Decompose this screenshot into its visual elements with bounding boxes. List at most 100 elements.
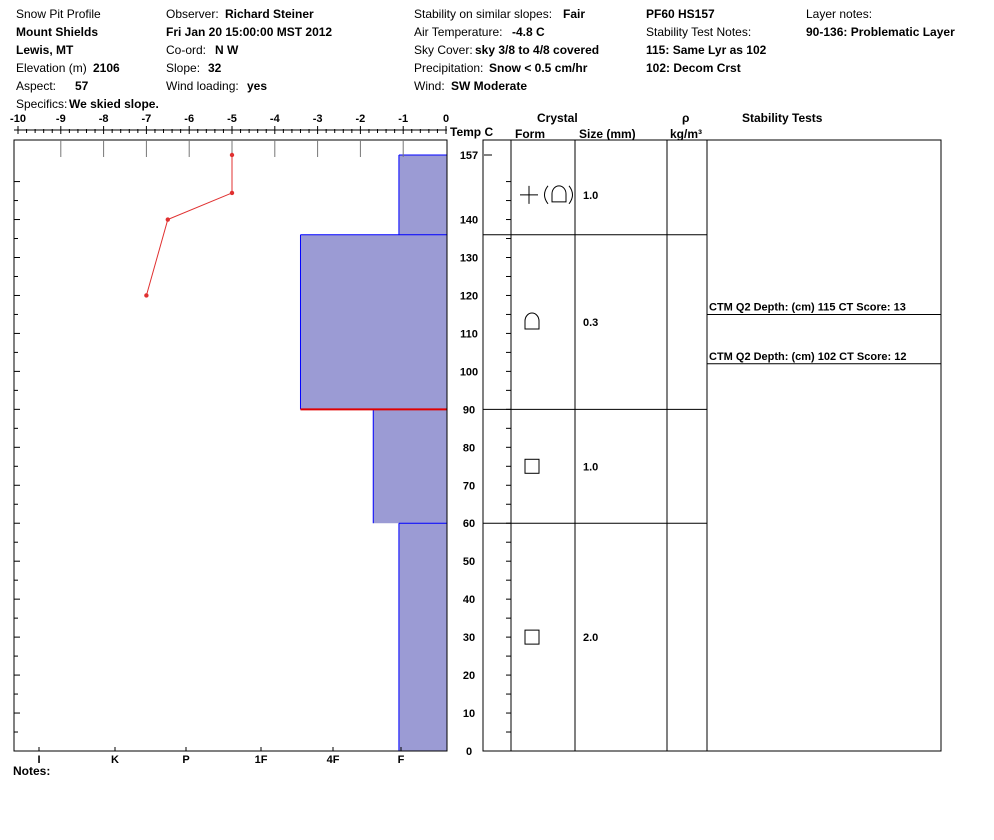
slope-label: Slope: (166, 61, 201, 75)
temperature-tick-label: 0 (443, 113, 449, 125)
height-tick-label: 157 (460, 150, 478, 162)
temperature-tick-label: -7 (142, 113, 152, 125)
crystal-form-facet-icon (524, 629, 540, 645)
height-tick-label: 80 (463, 442, 475, 454)
density-unit: kg/m³ (670, 127, 703, 141)
temperature-tick-label: -4 (270, 113, 281, 125)
specifics-value: We skied slope. (69, 97, 159, 111)
crystal-form-decomp-icon (544, 185, 549, 205)
aspect-label: Aspect: (16, 79, 57, 93)
height-tick-label: 0 (466, 746, 472, 758)
height-tick-label: 10 (463, 708, 475, 720)
stability-test-notes-label: Stability Test Notes: (646, 25, 752, 39)
coord-label: Co-ord: (166, 43, 207, 57)
table-frame (482, 139, 942, 752)
temperature-profile (144, 152, 235, 298)
observer-label: Observer: (166, 7, 219, 21)
hardness-tick-label: P (182, 754, 189, 766)
hardness-tick-label: K (111, 754, 119, 766)
layer-table: 1.0 0.3 1.0 2.0 CTM Q2 Depth: (cm) 115 CT Sc… (482, 139, 942, 752)
precipitation-label: Precipitation: (414, 61, 484, 75)
height-tick-label: 110 (460, 328, 478, 340)
wind-value: SW Moderate (451, 79, 528, 93)
region-name: Lewis, MT (16, 43, 74, 57)
sky-cover-label: Sky Cover: (414, 43, 473, 57)
wind-loading-label: Wind loading: (166, 79, 239, 93)
crystal-size-label: 2.0 (583, 632, 598, 644)
stability-test-note: 115: Same Lyr as 102 (646, 43, 767, 57)
temperature-tick-label: -5 (227, 113, 237, 125)
hardness-tick-label: 1F (255, 754, 268, 766)
plot-frame (13, 139, 448, 752)
hardness-tick-label: 4F (327, 754, 340, 766)
temperature-line (145, 155, 233, 296)
crystal-size-label: 1.0 (583, 190, 598, 202)
temperature-tick-label: -6 (184, 113, 194, 125)
axis-ticks: -10 -9 -8 -7 -6 -5 -4 -3 -2 -1 0010203040506070809… (10, 113, 511, 766)
temperature-tick-label: -8 (99, 113, 109, 125)
height-tick-label: 120 (460, 290, 478, 302)
specifics-label: Specifics: (16, 97, 68, 111)
height-tick-label: 40 (463, 594, 475, 606)
stability-test-label: CTM Q2 Depth: (cm) 102 CT Score: 12 (709, 351, 906, 363)
hardness-layer (300, 234, 447, 410)
observation-datetime: Fri Jan 20 15:00:00 MST 2012 (166, 25, 333, 39)
crystal-form-decomp-icon (551, 185, 567, 203)
notes-label: Notes: (13, 764, 51, 778)
crystal-form-facet-icon (524, 458, 540, 474)
height-tick-label: 60 (463, 518, 475, 530)
stability-tests-heading: Stability Tests (742, 111, 823, 125)
crystal-size-label: 1.0 (583, 461, 598, 473)
air-temp-label: Air Temperature: (414, 25, 503, 39)
stability-value: Fair (563, 7, 586, 21)
temperature-point (165, 217, 170, 222)
wind-label: Wind: (414, 79, 445, 93)
density-symbol: ρ (682, 111, 690, 125)
precipitation-value: Snow < 0.5 cm/hr (489, 61, 588, 75)
temperature-tick-label: -10 (10, 113, 26, 125)
crystal-form-round-icon (524, 312, 540, 330)
chart-frame (13, 139, 448, 752)
stability-label: Stability on similar slopes: (414, 7, 553, 21)
layer-notes-label: Layer notes: (806, 7, 873, 21)
height-tick-label: 140 (460, 215, 478, 227)
location-name: Mount Shields (16, 25, 98, 39)
hardness-layer (373, 409, 447, 524)
height-tick-label: 130 (460, 252, 478, 264)
hardness-layer (398, 523, 447, 751)
wind-loading-value: yes (247, 79, 268, 93)
hardness-tick-label: F (398, 754, 405, 766)
crystal-size-label: 0.3 (583, 317, 598, 329)
temperature-tick-label: -3 (313, 113, 323, 125)
temperature-tick-label: -9 (56, 113, 66, 125)
temperature-tick-label: -2 (356, 113, 366, 125)
temperature-tick-label: -1 (398, 113, 408, 125)
temperature-point (229, 152, 235, 158)
aspect-value: 57 (75, 79, 89, 93)
form-heading: Form (515, 127, 545, 141)
size-heading: Size (mm) (579, 127, 636, 141)
coord-value: N W (215, 43, 239, 57)
hardness-layers (299, 154, 447, 751)
air-temp-value: -4.8 C (512, 25, 545, 39)
hardness-tick-label: I (37, 754, 40, 766)
stability-test-label: CTM Q2 Depth: (cm) 115 CT Score: 13 (709, 301, 906, 313)
layer-note: 90-136: Problematic Layer (806, 25, 955, 39)
temp-axis-label: Temp C (450, 125, 494, 139)
slope-value: 32 (208, 61, 222, 75)
crystal-form-decomp-icon (568, 185, 573, 205)
sky-cover-value: sky 3/8 to 4/8 covered (475, 43, 600, 57)
height-tick-label: 20 (463, 670, 475, 682)
height-tick-label: 100 (460, 366, 478, 378)
crystal-heading: Crystal (537, 111, 578, 125)
stability-test-note: 102: Decom Crst (646, 61, 741, 75)
hardness-layer (398, 155, 447, 235)
height-tick-label: 30 (463, 632, 475, 644)
height-tick-label: 50 (463, 556, 475, 568)
height-tick-label: 90 (463, 404, 475, 416)
temperature-point (144, 293, 149, 298)
observer-value: Richard Steiner (225, 7, 314, 21)
elevation-value: 2106 (93, 61, 120, 75)
temperature-point (229, 190, 235, 196)
